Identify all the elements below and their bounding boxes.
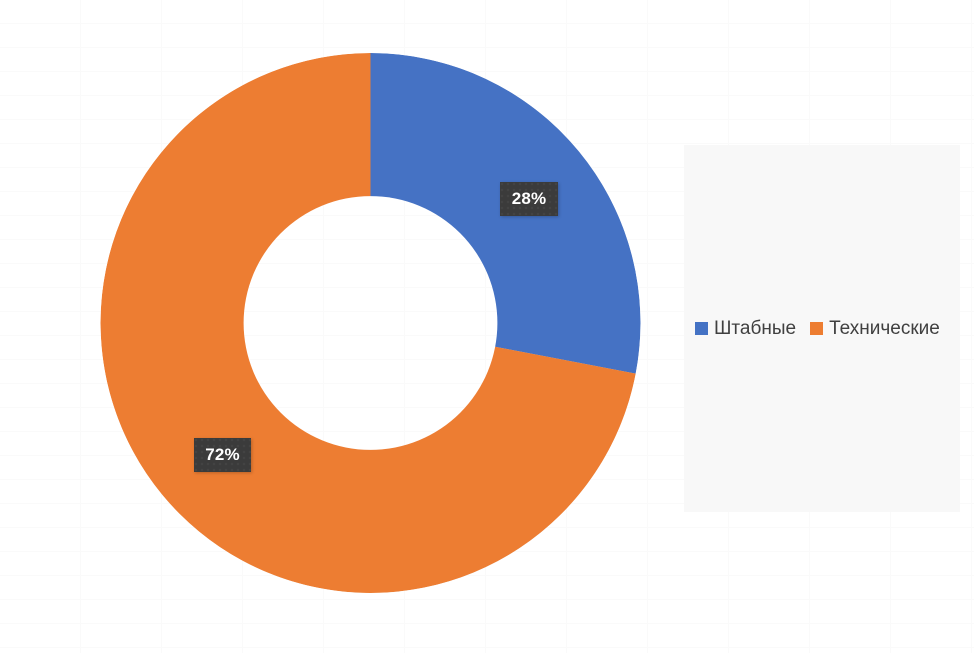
data-label-shtabnye: 28%: [500, 182, 558, 216]
legend-item-shtabnye[interactable]: Штабные: [695, 319, 796, 338]
legend-swatch-tehnicheskie: [810, 322, 824, 335]
legend-label-shtabnye: Штабные: [714, 318, 797, 339]
legend-row: Штабные Технические: [695, 319, 940, 338]
chart-legend: Штабные Технические: [684, 145, 960, 512]
data-label-tehnicheskie: 72%: [194, 438, 251, 472]
legend-item-tehnicheskie[interactable]: Технические: [810, 319, 940, 338]
legend-label-tehnicheskie: Технические: [829, 318, 940, 339]
legend-swatch-shtabnye: [695, 322, 708, 335]
